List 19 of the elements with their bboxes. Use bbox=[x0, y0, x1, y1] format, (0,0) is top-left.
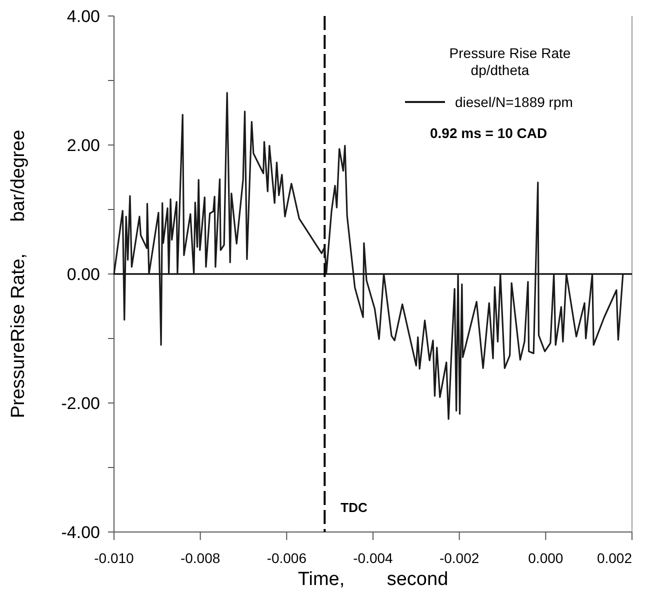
x-tick-label: -0.002 bbox=[439, 550, 480, 566]
x-axis-title: Time, second bbox=[298, 569, 448, 590]
y-tick-label: 4.00 bbox=[66, 6, 100, 26]
x-tick-label: -0.008 bbox=[180, 550, 220, 566]
legend-title: Pressure Rise Rate dp/dtheta bbox=[449, 45, 571, 78]
line-series bbox=[113, 92, 624, 420]
y-axis-title: PressureRise Rate, bar/degree bbox=[8, 130, 29, 418]
y-tick-label: 0.00 bbox=[66, 264, 100, 284]
x-tick-label: 0.002 bbox=[596, 550, 632, 566]
y-tick-label: -4.00 bbox=[61, 522, 100, 542]
x-tick-label: 0.000 bbox=[528, 550, 564, 566]
legend-label: diesel/N=1889 rpm bbox=[455, 94, 573, 110]
x-tick-label: -0.004 bbox=[353, 550, 394, 566]
y-tick-label: -2.00 bbox=[61, 394, 100, 413]
annotation: 0.92 ms = 10 CAD bbox=[430, 125, 548, 141]
y-tick-label: 2.00 bbox=[66, 136, 100, 155]
x-tick-label: -0.006 bbox=[266, 550, 307, 566]
ref-line-label: TDC bbox=[340, 500, 368, 515]
x-tick-label: -0.010 bbox=[94, 550, 134, 566]
